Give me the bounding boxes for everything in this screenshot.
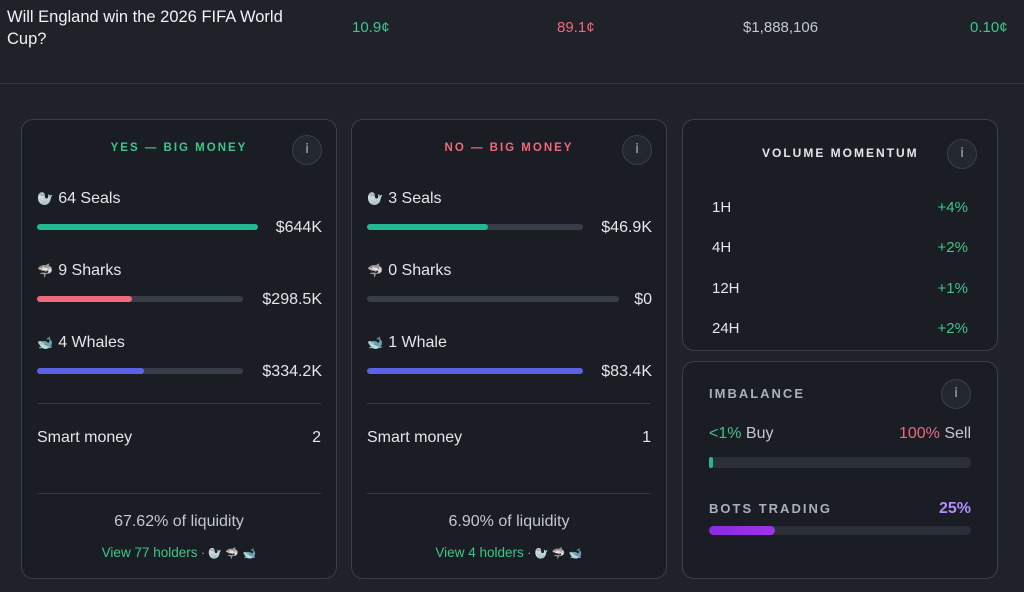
info-icon[interactable]: i: [622, 135, 652, 165]
sell-share: 100% Sell: [898, 425, 971, 442]
view-holders-link[interactable]: View 4 holders · 🦭 🦈 🐋: [435, 545, 583, 560]
holder-type-icons: · 🦭 🦈 🐋: [201, 547, 257, 560]
seal-icon: 🦭: [367, 192, 384, 207]
sell-share-pct: 100%: [898, 425, 940, 442]
buy-share: <1% Buy: [709, 425, 774, 442]
seal-icon: 🦭: [37, 192, 54, 207]
momentum-4h-value: +2%: [937, 239, 968, 256]
volume-momentum-panel: VOLUME MOMENTUM i 1H +4% 4H +2% 12H +1% …: [682, 119, 998, 351]
sharks-amount: $298.5K: [262, 291, 322, 308]
momentum-12h-label: 12H: [712, 280, 740, 297]
market-volume: $1,888,106: [743, 19, 819, 36]
imbalance-panel: IMBALANCE i <1% Buy 100% Sell BOTS TRADI…: [682, 361, 998, 579]
seals-amount: $46.9K: [601, 219, 652, 236]
whales-bar-fill: [367, 368, 583, 374]
volume-momentum-title: VOLUME MOMENTUM: [762, 146, 919, 160]
info-icon[interactable]: i: [947, 139, 977, 169]
momentum-12h-value: +1%: [937, 280, 968, 297]
sharks-label: 🦈 0 Sharks: [367, 262, 452, 279]
divider: [37, 403, 321, 404]
whales-bar-fill: [37, 368, 145, 374]
sharks-label: 🦈 9 Sharks: [37, 262, 122, 279]
momentum-1h-label: 1H: [712, 199, 732, 216]
seals-label: 🦭 3 Seals: [367, 190, 442, 207]
bots-trading-bar: [709, 526, 971, 535]
sharks-bar: [367, 296, 619, 302]
seals-amount: $644K: [275, 219, 322, 236]
seals-bar: [367, 224, 583, 230]
seals-label: 🦭 64 Seals: [37, 190, 121, 207]
smart-money-count: 1: [642, 429, 651, 446]
imbalance-title: IMBALANCE: [709, 386, 805, 401]
whales-bar: [37, 368, 243, 374]
liquidity-share: 6.90% of liquidity: [448, 513, 570, 530]
divider: [37, 493, 321, 494]
divider: [367, 493, 651, 494]
liquidity-share: 67.62% of liquidity: [114, 513, 244, 530]
info-icon[interactable]: i: [941, 379, 971, 409]
sharks-amount: $0: [634, 291, 652, 308]
seals-bar: [37, 224, 258, 230]
sharks-bar-fill: [37, 296, 132, 302]
buy-share-pct: <1%: [709, 425, 742, 442]
smart-money-count: 2: [312, 429, 321, 446]
whales-label: 🐋 4 Whales: [37, 334, 125, 351]
whale-icon: 🐋: [367, 336, 384, 351]
holder-type-icons: · 🦭 🦈 🐋: [527, 547, 583, 560]
whales-amount: $334.2K: [262, 363, 322, 380]
seals-bar-fill: [367, 224, 488, 230]
whales-label: 🐋 1 Whale: [367, 334, 447, 351]
bots-trading-pct: 25%: [938, 500, 971, 517]
whales-amount: $83.4K: [601, 363, 652, 380]
shark-icon: 🦈: [367, 264, 384, 279]
yes-big-money-panel: YES — BIG MONEY i 🦭 64 Seals $644K 🦈 9 Sha…: [21, 119, 337, 579]
momentum-1h-value: +4%: [937, 199, 968, 216]
imbalance-bar: [709, 457, 971, 468]
smart-money-label: Smart money: [367, 429, 463, 446]
momentum-24h-label: 24H: [712, 320, 740, 337]
sharks-bar: [37, 296, 243, 302]
panel-title: YES — BIG MONEY: [110, 142, 248, 154]
bots-trading-title: BOTS TRADING: [709, 501, 832, 516]
smart-money-label: Smart money: [37, 429, 133, 446]
info-icon[interactable]: i: [292, 135, 322, 165]
momentum-4h-label: 4H: [712, 239, 732, 256]
shark-icon: 🦈: [37, 264, 54, 279]
view-holders-link[interactable]: View 77 holders · 🦭 🦈 🐋: [101, 545, 257, 560]
no-price: 89.1¢: [557, 19, 595, 36]
no-big-money-panel: NO — BIG MONEY i 🦭 3 Seals $46.9K 🦈 0 Shar…: [351, 119, 667, 579]
panel-title: NO — BIG MONEY: [444, 142, 574, 154]
imbalance-buy-fill: [709, 457, 713, 468]
whales-bar: [367, 368, 583, 374]
whale-icon: 🐋: [37, 336, 54, 351]
market-row[interactable]: Will England win the 2026 FIFA World Cup…: [0, 0, 1024, 84]
market-title[interactable]: Will England win the 2026 FIFA World Cup…: [7, 8, 283, 48]
divider: [367, 403, 651, 404]
market-spread: 0.10¢: [970, 19, 1008, 36]
momentum-24h-value: +2%: [937, 320, 968, 337]
seals-bar-fill: [37, 224, 258, 230]
yes-price: 10.9¢: [352, 19, 390, 36]
bots-trading-fill: [709, 526, 775, 535]
